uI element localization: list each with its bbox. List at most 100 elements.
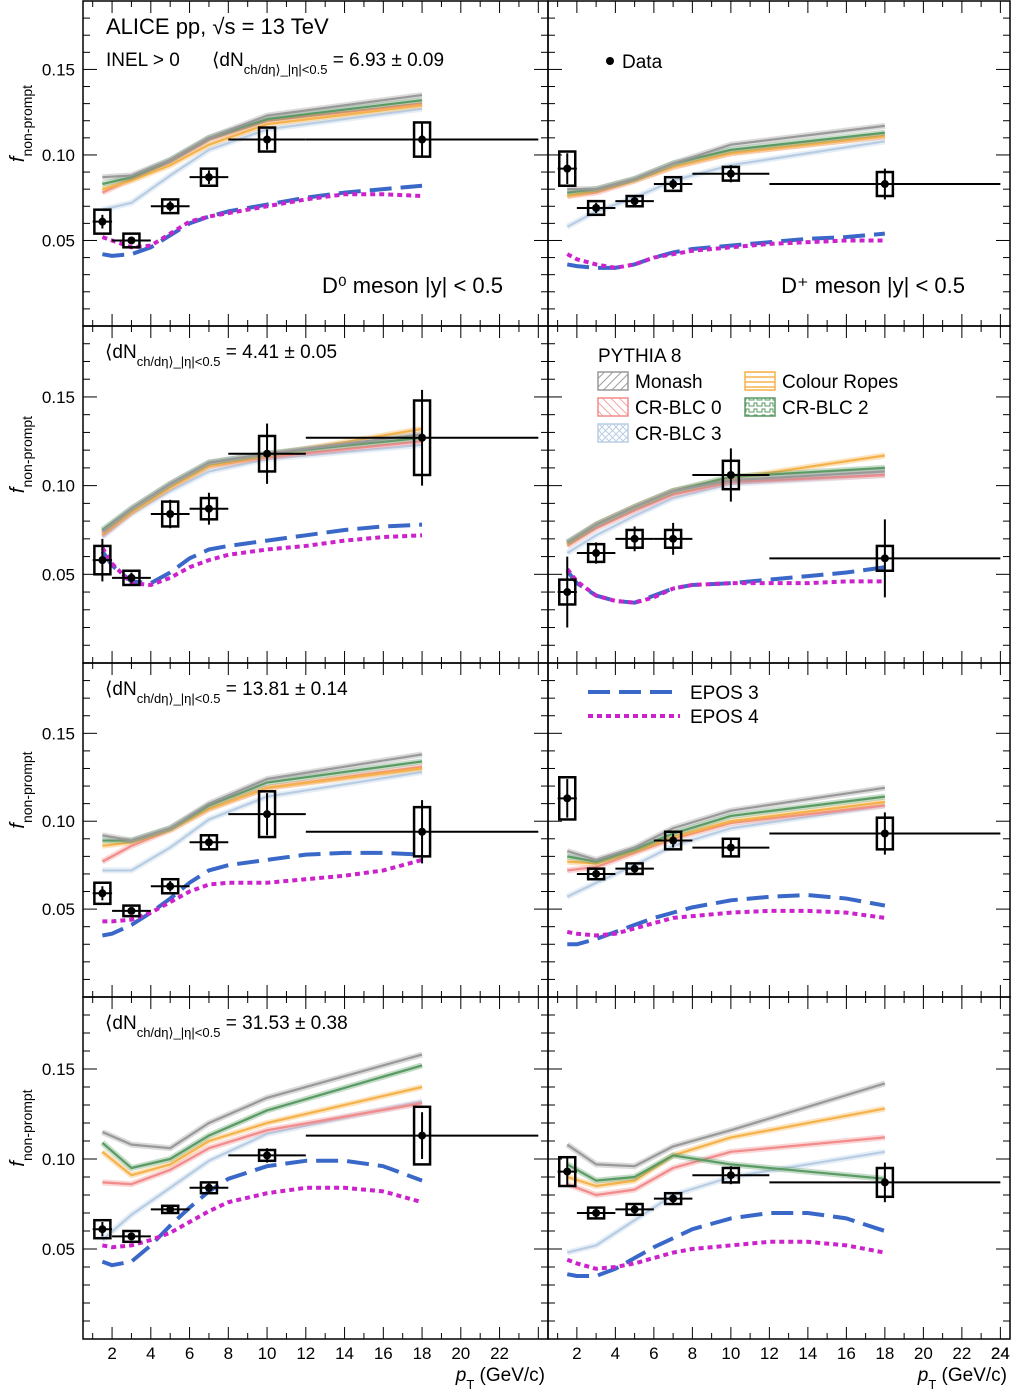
curve-epos-4 <box>566 1239 886 1271</box>
curve-epos-4 <box>102 857 423 924</box>
data-point <box>305 121 539 158</box>
legend-pythia-title: PYTHIA 8 <box>598 346 681 367</box>
curve-monash <box>566 470 885 544</box>
y-axis-label: fnon-prompt <box>7 85 35 162</box>
frame-r3c1 <box>82 662 549 998</box>
multiplicity-label: ⟨dNch/dη⟩_|η|<0.5 = 4.41 ± 0.05 <box>105 342 337 369</box>
data-point <box>150 198 190 215</box>
data-point <box>112 569 151 587</box>
xtick-label: 20 <box>914 1344 933 1363</box>
data-point <box>653 522 693 555</box>
xtick-label: 6 <box>185 1344 194 1363</box>
band-cr-blc-0 <box>565 471 886 549</box>
ytick-label: 0.15 <box>42 724 75 743</box>
curve-monash <box>567 124 886 191</box>
curve-cr-blc-3 <box>102 107 423 211</box>
xtick-label: 14 <box>335 1344 354 1363</box>
panel-r1c2: D⁺ meson |y| < 0.5 <box>547 0 1011 327</box>
ytick-label: 0.05 <box>42 1240 75 1259</box>
legend-monash-swatch <box>597 371 629 391</box>
xtick-label: 12 <box>296 1344 315 1363</box>
data-point <box>305 800 539 864</box>
curve-epos-3 <box>567 893 886 947</box>
data-marker <box>166 202 175 211</box>
data-marker <box>166 1205 175 1214</box>
panel-r2c1: 0.05 0.10 0.15 fnon-prompt ⟨dNch/dη⟩_|η|<0.5… <box>7 325 549 664</box>
data-point <box>769 812 1001 855</box>
xtick-label: 2 <box>572 1344 581 1363</box>
legend-blc3-swatch <box>597 423 629 443</box>
ytick-label: 0.10 <box>42 812 75 831</box>
ytick-label: 0.05 <box>42 231 75 250</box>
data-marker <box>563 1167 572 1176</box>
data-marker <box>418 1131 427 1140</box>
data-point <box>228 423 306 484</box>
curve-colour-ropes <box>567 135 885 198</box>
data-point <box>653 175 693 193</box>
data-point <box>92 1218 113 1240</box>
data-point <box>769 168 1001 200</box>
data-marker <box>127 573 136 582</box>
xtick-label: 10 <box>258 1344 277 1363</box>
data-point <box>92 208 113 235</box>
curve-epos-3 <box>102 850 423 938</box>
legend-data-label: Data <box>622 52 663 73</box>
data-point <box>576 1206 616 1220</box>
data-marker <box>127 236 136 245</box>
data-point <box>92 538 113 582</box>
curve-epos-3 <box>566 1211 886 1278</box>
y-axis-label: fnon-prompt <box>7 416 35 493</box>
data-point <box>557 150 577 187</box>
xtick-label: 22 <box>490 1344 509 1363</box>
panel-r3c2 <box>547 662 1011 998</box>
data-marker <box>563 588 572 597</box>
data-marker <box>630 864 639 873</box>
data-marker <box>592 203 601 212</box>
data-point <box>557 556 577 628</box>
curve-epos-3 <box>100 522 423 586</box>
xtick-label: 24 <box>991 1344 1010 1363</box>
data-marker <box>669 836 678 845</box>
xtick-label: 8 <box>224 1344 233 1363</box>
legend-ropes-swatch <box>744 371 776 391</box>
multiplicity-label: ⟨dNch/dη⟩_|η|<0.5 = 6.93 ± 0.09 <box>212 50 444 77</box>
data-marker <box>418 827 427 836</box>
data-marker <box>418 433 427 442</box>
data-marker <box>726 1171 735 1180</box>
data-point <box>150 1204 190 1215</box>
data-point <box>576 867 616 881</box>
legend-ropes-label: Colour Ropes <box>782 372 898 393</box>
multiplicity-label: ⟨dNch/dη⟩_|η|<0.5 = 31.53 ± 0.38 <box>105 1013 348 1040</box>
xtick-label: 20 <box>451 1344 470 1363</box>
curve-cr-blc-3 <box>566 1150 886 1254</box>
data-point <box>615 526 654 552</box>
band-cr-blc-2 <box>100 1062 423 1171</box>
curve-colour-ropes <box>101 1085 423 1177</box>
data-point <box>189 1181 229 1195</box>
species-label: D⁺ meson |y| < 0.5 <box>781 273 965 298</box>
x-axis-label: pT (GeV/c) <box>455 1365 545 1392</box>
data-point <box>692 165 770 183</box>
data-marker <box>563 164 572 173</box>
data-marker <box>98 1225 107 1234</box>
xtick-label: 10 <box>721 1344 740 1363</box>
event-class-label: INEL > 0 <box>106 50 180 71</box>
data-marker <box>880 1178 889 1187</box>
data-point <box>692 1166 770 1185</box>
curve-epos-4 <box>566 908 886 938</box>
frame-r3c2 <box>547 662 1011 998</box>
curve-monash <box>101 1053 423 1150</box>
data-marker <box>592 1209 601 1217</box>
ytick-label: 0.15 <box>42 60 75 79</box>
data-marker <box>669 534 678 543</box>
curve-cr-blc-0 <box>566 473 885 547</box>
ytick-label: 0.05 <box>42 565 75 584</box>
ytick-label: 0.15 <box>42 388 75 407</box>
data-marker <box>263 135 272 144</box>
data-marker <box>418 135 427 144</box>
curve-cr-blc-3 <box>102 770 423 872</box>
data-point <box>112 904 151 918</box>
ytick-label: 0.10 <box>42 146 75 165</box>
data-marker <box>563 794 572 803</box>
